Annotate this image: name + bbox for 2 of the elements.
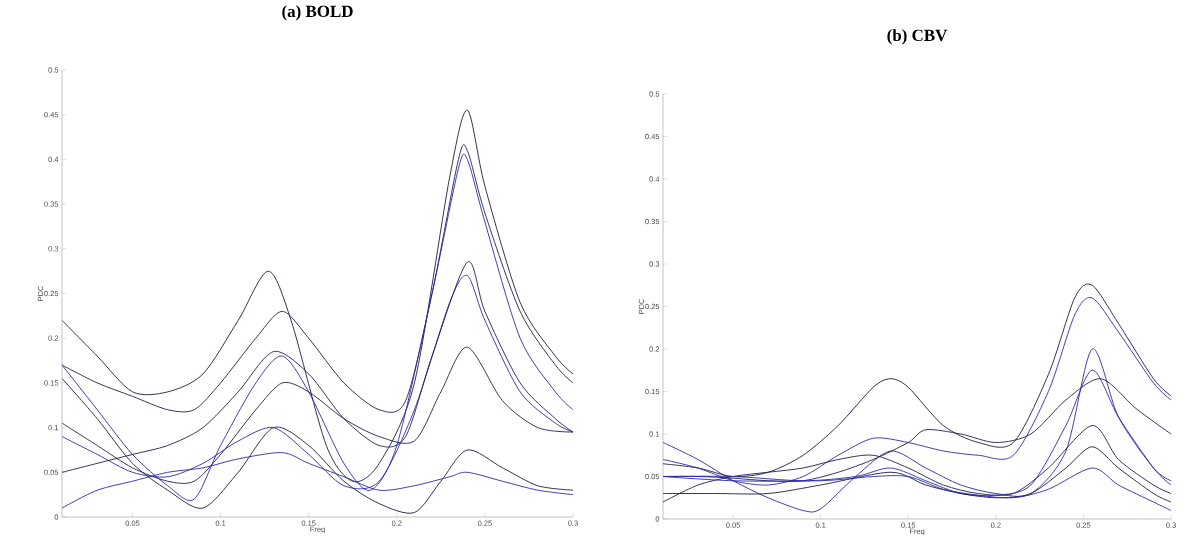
chart-title: (a) BOLD: [282, 5, 353, 21]
chart-title: (b) CBV: [887, 29, 948, 45]
